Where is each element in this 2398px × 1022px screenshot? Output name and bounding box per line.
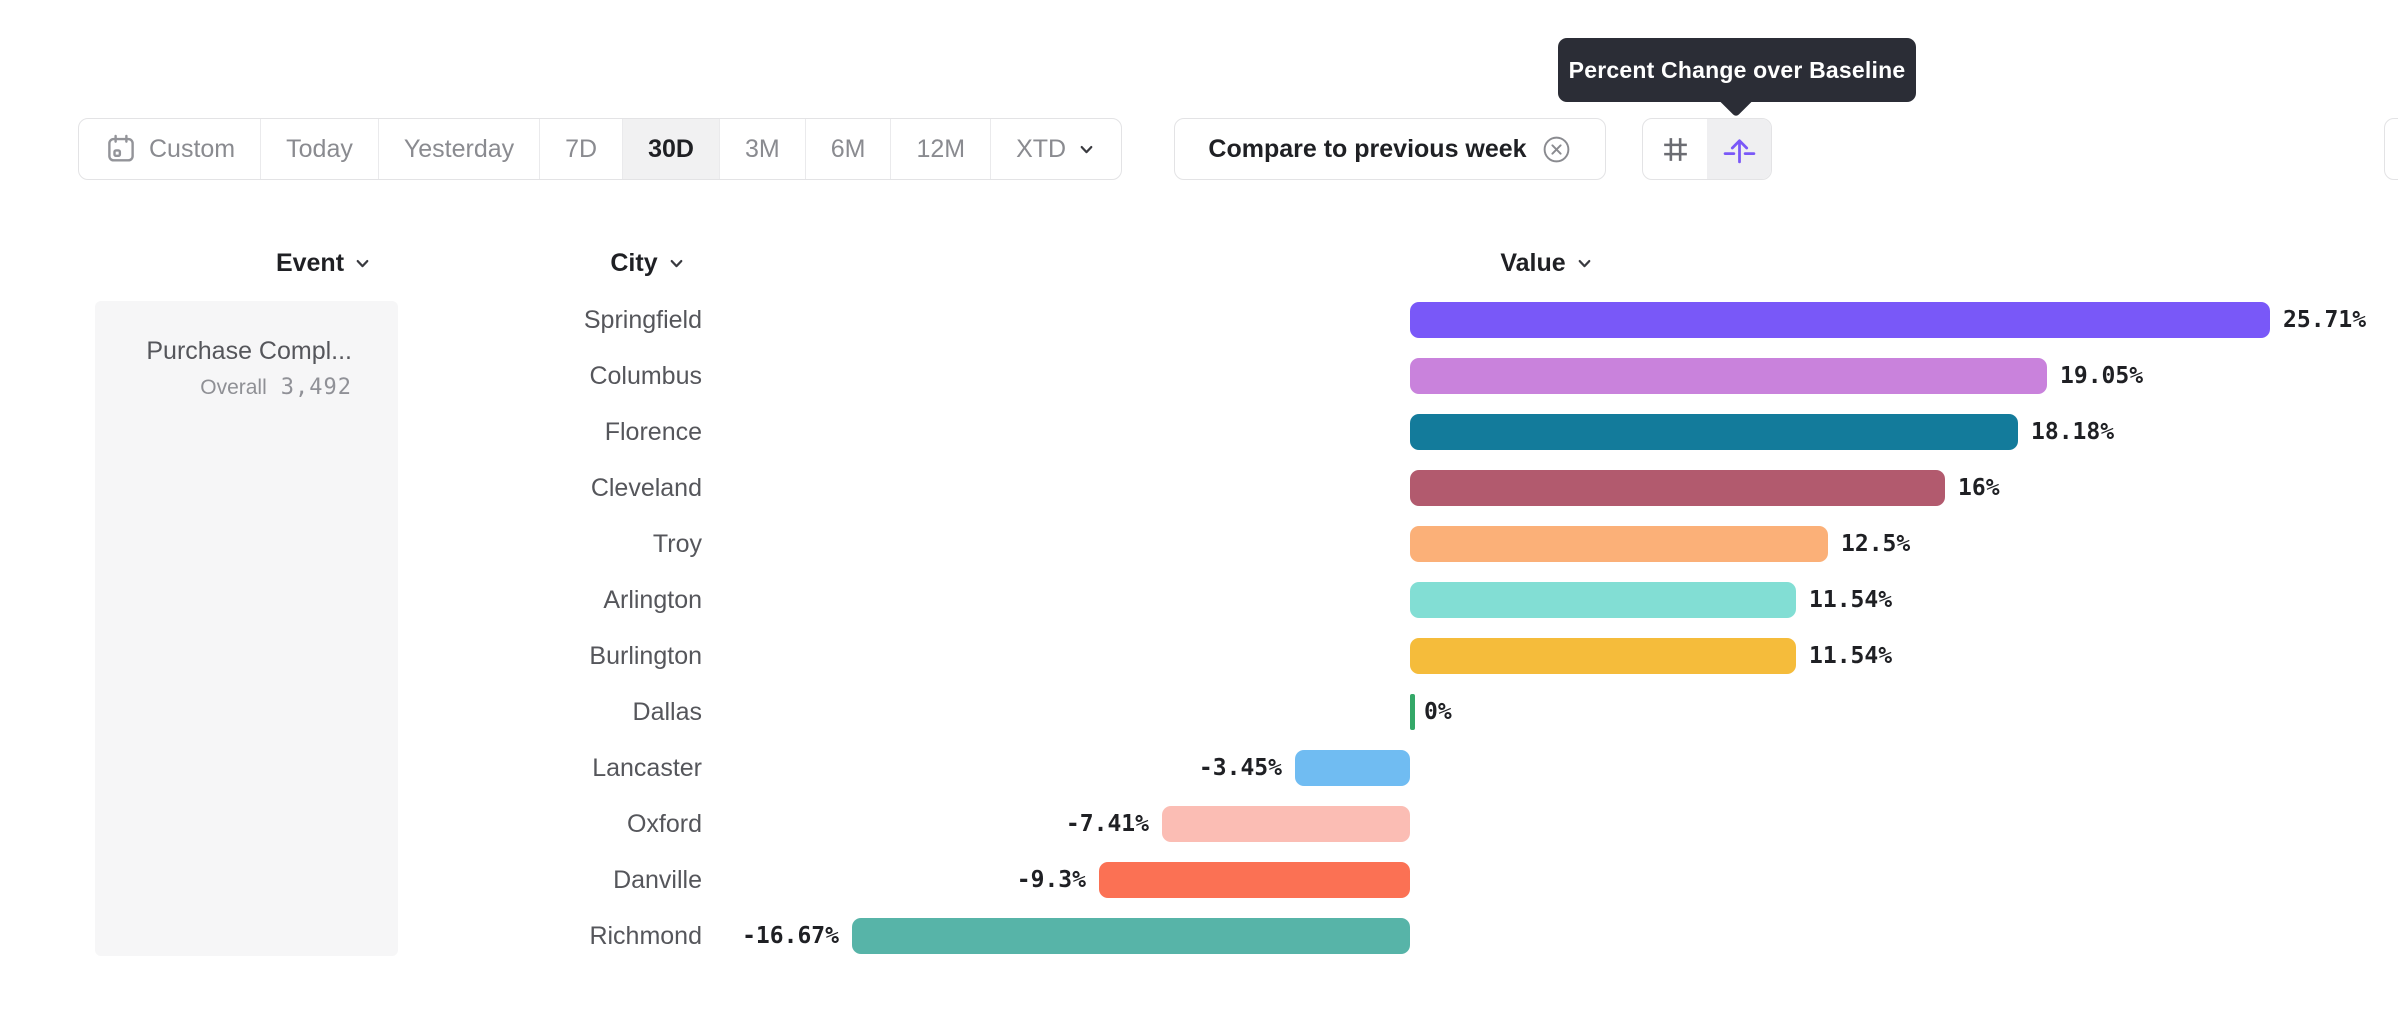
chart-row-troy: Troy 12.5% [0,516,2398,572]
date-range-6m[interactable]: 6M [806,119,892,179]
chart-row-burlington: Burlington 11.54% [0,628,2398,684]
event-metric: Overall 3,492 [115,374,352,402]
column-header-value-label: Value [1500,249,1566,277]
bar-value-label: -16.67% [742,923,839,949]
bar-troy[interactable] [1410,526,1828,562]
date-range-custom[interactable]: Custom [79,119,262,179]
bar-value-label: 16% [1958,475,2000,501]
date-range-label: XTD [1016,134,1067,163]
city-label: Dallas [632,698,702,726]
chevron-down-icon [667,254,686,273]
date-range-label: 12M [916,134,966,163]
date-range-label: Custom [149,134,236,163]
compare-chip-label: Compare to previous week [1208,134,1527,163]
date-range-label: 6M [830,134,866,163]
bar-value-label: 12.5% [1841,531,1911,557]
bar-value-label: 11.54% [1809,587,1893,613]
chevron-down-icon [1077,140,1096,159]
tooltip-text: Percent Change over Baseline [1568,56,1906,83]
city-label: Florence [604,418,702,446]
bar-value-label: 0% [1424,699,1452,725]
bar-oxford[interactable] [1162,806,1410,842]
city-label: Columbus [589,362,702,390]
calendar-icon [104,132,138,166]
bar-arlington[interactable] [1410,582,1796,618]
partial-button[interactable] [2384,118,2398,180]
chart-row-columbus: Columbus 19.05% [0,348,2398,404]
tooltip: Percent Change over Baseline [1558,38,1916,102]
baseline-arrow-toggle-button[interactable] [1707,119,1771,179]
event-metric-label: Overall [200,376,267,399]
chart-row-florence: Florence 18.18% [0,404,2398,460]
bar-dallas[interactable] [1410,694,1415,730]
chart-row-lancaster: Lancaster -3.45% [0,740,2398,796]
city-label: Arlington [603,586,702,614]
city-label: Oxford [626,810,702,838]
bar-value-label: 11.54% [1809,643,1893,669]
bar-value-label: -3.45% [1198,755,1282,781]
bar-value-label: -7.41% [1065,811,1149,837]
date-range-label: Today [286,134,353,163]
date-range-3m[interactable]: 3M [720,119,806,179]
bar-richmond[interactable] [852,918,1410,954]
column-header-event-label: Event [275,249,345,277]
date-range-7d[interactable]: 7D [540,119,624,179]
date-range-label: Yesterday [403,134,515,163]
bar-value-label: 25.71% [2283,307,2367,333]
city-label: Cleveland [590,474,702,502]
bar-value-label: -9.3% [1016,867,1086,893]
column-header-value[interactable]: Value [1482,248,1612,278]
city-label: Richmond [589,922,702,950]
bar-value-label: 18.18% [2031,419,2115,445]
chart-row-richmond: Richmond -16.67% [0,908,2398,964]
bar-florence[interactable] [1410,414,2018,450]
circled-x-icon[interactable] [1541,134,1572,165]
event-name: Purchase Compl... [146,337,352,365]
city-label: Danville [613,866,702,894]
chevron-down-icon [1575,254,1594,273]
chart-row-arlington: Arlington 11.54% [0,572,2398,628]
city-label: Troy [652,530,702,558]
date-range-label: 3M [744,134,780,163]
column-header-city-label: City [610,249,658,277]
bar-danville[interactable] [1099,862,1410,898]
bar-value-label: 19.05% [2060,363,2144,389]
column-header-event[interactable]: Event [259,248,389,278]
grid-hash-icon [1659,133,1692,166]
date-range-xtd[interactable]: XTD [991,119,1121,179]
chart-row-dallas: Dallas 0% [0,684,2398,740]
city-label: Springfield [583,306,702,334]
compare-chip[interactable]: Compare to previous week [1174,118,1606,180]
event-metric-value: 3,492 [280,375,352,400]
event-panel[interactable]: Purchase Compl... Overall 3,492 [95,301,398,956]
grid-hash-toggle-button[interactable] [1643,119,1707,179]
date-range-label: 7D [565,134,598,163]
bar-lancaster[interactable] [1295,750,1410,786]
view-toggle-group [1642,118,1772,180]
date-range-30d[interactable]: 30D [623,119,720,179]
date-range-label: 30D [648,134,694,163]
bar-columbus[interactable] [1410,358,2047,394]
baseline-arrow-icon [1721,131,1758,168]
date-range-today[interactable]: Today [261,119,379,179]
bar-cleveland[interactable] [1410,470,1945,506]
column-header-city[interactable]: City [583,248,713,278]
city-label: Lancaster [592,754,702,782]
city-label: Burlington [589,642,702,670]
date-range-yesterday[interactable]: Yesterday [379,119,541,179]
chart-row-oxford: Oxford -7.41% [0,796,2398,852]
date-range-12m[interactable]: 12M [891,119,992,179]
bar-springfield[interactable] [1410,302,2270,338]
chart-row-cleveland: Cleveland 16% [0,460,2398,516]
date-range-selector: Custom Today Yesterday 7D 30D 3M 6M 12M XTD [78,118,1123,180]
chart-row-springfield: Springfield 25.71% [0,292,2398,348]
chevron-down-icon [353,254,372,273]
bar-burlington[interactable] [1410,638,1796,674]
chart-row-danville: Danville -9.3% [0,852,2398,908]
